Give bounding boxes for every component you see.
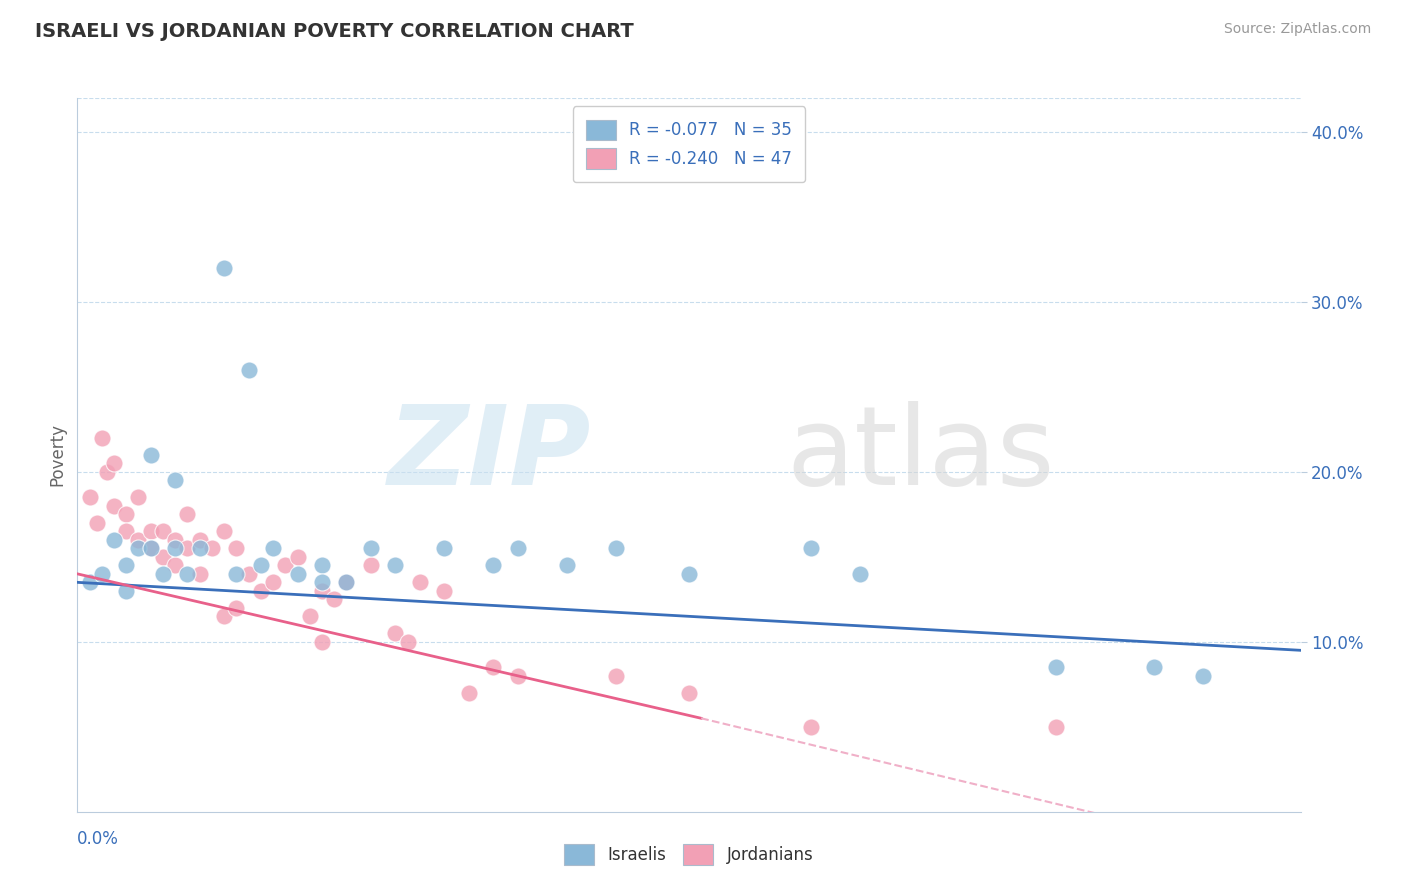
Point bbox=[433, 541, 456, 556]
Text: atlas: atlas bbox=[787, 401, 1056, 508]
Point bbox=[678, 686, 700, 700]
Point bbox=[176, 508, 198, 522]
Point bbox=[115, 583, 138, 598]
Point bbox=[457, 686, 479, 700]
Point bbox=[139, 448, 162, 462]
Point bbox=[287, 549, 309, 564]
Point bbox=[139, 524, 162, 539]
Text: ZIP: ZIP bbox=[388, 401, 591, 508]
Point bbox=[1191, 669, 1213, 683]
Point bbox=[800, 720, 823, 734]
Point bbox=[152, 566, 174, 581]
Point bbox=[139, 541, 162, 556]
Point bbox=[212, 260, 235, 275]
Point bbox=[250, 558, 273, 573]
Y-axis label: Poverty: Poverty bbox=[48, 424, 66, 486]
Point bbox=[139, 541, 162, 556]
Point bbox=[152, 549, 174, 564]
Point bbox=[225, 600, 247, 615]
Point bbox=[188, 566, 211, 581]
Text: ISRAELI VS JORDANIAN POVERTY CORRELATION CHART: ISRAELI VS JORDANIAN POVERTY CORRELATION… bbox=[35, 22, 634, 41]
Point bbox=[262, 541, 284, 556]
Point bbox=[165, 533, 187, 547]
Point bbox=[103, 533, 125, 547]
Point bbox=[384, 626, 406, 640]
Point bbox=[96, 465, 118, 479]
Point bbox=[433, 583, 456, 598]
Point bbox=[225, 541, 247, 556]
Point bbox=[800, 541, 823, 556]
Point bbox=[849, 566, 872, 581]
Point bbox=[86, 516, 108, 530]
Point bbox=[555, 558, 578, 573]
Point bbox=[238, 363, 260, 377]
Point bbox=[1045, 720, 1067, 734]
Point bbox=[298, 609, 321, 624]
Point bbox=[605, 541, 627, 556]
Point bbox=[1045, 660, 1067, 674]
Point bbox=[287, 566, 309, 581]
Point bbox=[396, 635, 419, 649]
Point bbox=[274, 558, 297, 573]
Point bbox=[250, 583, 273, 598]
Point bbox=[115, 558, 138, 573]
Point bbox=[360, 541, 382, 556]
Point bbox=[176, 566, 198, 581]
Point bbox=[127, 541, 149, 556]
Point bbox=[165, 541, 187, 556]
Point bbox=[1143, 660, 1166, 674]
Point bbox=[225, 566, 247, 581]
Point bbox=[165, 474, 187, 488]
Point bbox=[262, 575, 284, 590]
Point bbox=[311, 575, 333, 590]
Point bbox=[90, 566, 112, 581]
Point bbox=[79, 491, 101, 505]
Point bbox=[201, 541, 224, 556]
Point bbox=[188, 541, 211, 556]
Point bbox=[678, 566, 700, 581]
Point bbox=[79, 575, 101, 590]
Point bbox=[482, 660, 505, 674]
Point bbox=[212, 609, 235, 624]
Point bbox=[360, 558, 382, 573]
Point bbox=[506, 541, 529, 556]
Point bbox=[212, 524, 235, 539]
Point bbox=[384, 558, 406, 573]
Point bbox=[311, 558, 333, 573]
Legend: Israelis, Jordanians: Israelis, Jordanians bbox=[558, 838, 820, 871]
Point bbox=[188, 533, 211, 547]
Point bbox=[409, 575, 432, 590]
Point bbox=[176, 541, 198, 556]
Text: 0.0%: 0.0% bbox=[77, 830, 120, 847]
Point bbox=[90, 431, 112, 445]
Point bbox=[323, 592, 346, 607]
Point bbox=[311, 635, 333, 649]
Point bbox=[127, 491, 149, 505]
Point bbox=[238, 566, 260, 581]
Point bbox=[482, 558, 505, 573]
Point bbox=[165, 558, 187, 573]
Point bbox=[115, 524, 138, 539]
Point bbox=[311, 583, 333, 598]
Point bbox=[103, 457, 125, 471]
Point bbox=[127, 533, 149, 547]
Point bbox=[506, 669, 529, 683]
Point bbox=[152, 524, 174, 539]
Point bbox=[335, 575, 357, 590]
Text: Source: ZipAtlas.com: Source: ZipAtlas.com bbox=[1223, 22, 1371, 37]
Point bbox=[115, 508, 138, 522]
Point bbox=[335, 575, 357, 590]
Point bbox=[605, 669, 627, 683]
Point bbox=[103, 499, 125, 513]
